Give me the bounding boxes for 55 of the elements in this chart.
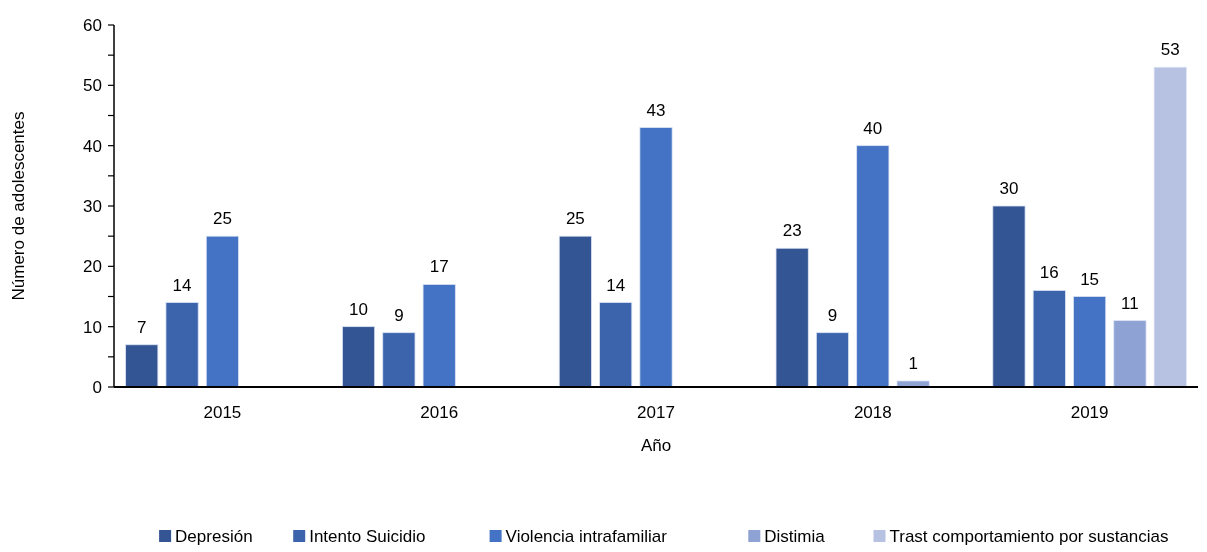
data-label: 9 [827,305,838,325]
data-label: 9 [394,305,404,325]
y-tick-label: 30 [83,196,102,216]
legend-label: Distimia [764,527,826,546]
bar [599,302,633,388]
data-label: 25 [565,209,585,229]
y-tick-label: 40 [83,136,102,156]
bar [1153,66,1187,388]
y-tick-label: 50 [83,76,102,96]
bar [896,380,930,388]
bar [775,247,809,388]
legend-label: Violencia intrafamiliar [505,527,668,546]
bar [382,332,416,388]
data-label: 30 [999,179,1019,198]
bar [165,302,199,388]
data-label: 17 [429,257,449,277]
data-label: 53 [1160,40,1180,60]
bar [125,344,159,388]
x-tick-label: 2019 [1070,403,1109,422]
data-label: 23 [782,221,802,241]
bar [558,235,592,388]
bar [1073,296,1107,388]
data-label: 43 [646,100,666,120]
x-tick-label: 2015 [203,403,242,422]
x-tick-label: 2016 [420,403,459,422]
bar [856,145,890,388]
bar [1113,320,1147,388]
x-axis-title: Año [640,436,672,455]
bar [992,205,1026,388]
bar [639,127,673,388]
x-tick-label: 2017 [637,403,675,422]
y-tick-label: 20 [83,257,102,277]
data-label: 40 [863,118,883,138]
data-label: 25 [212,209,232,229]
bar [815,332,849,388]
data-label: 15 [1080,269,1100,289]
y-axis-title: Número de adolescentes [9,111,28,301]
data-label: 10 [349,299,369,319]
y-tick-label: 60 [83,15,102,35]
data-label: 11 [1121,293,1139,313]
legend-label: Depresión [175,527,253,546]
data-label: 1 [908,353,918,373]
bar [1032,290,1066,388]
data-label: 7 [137,317,147,337]
data-label: 16 [1039,263,1059,283]
bar [422,284,456,388]
y-tick-label: 10 [83,317,102,337]
legend-label: Intento Suicidio [309,527,426,546]
bar [342,326,376,388]
data-label: 14 [606,275,626,295]
data-label: 14 [172,275,192,295]
x-tick-label: 2018 [853,403,892,422]
bar [205,235,239,388]
legend-label: Trast comportamiento por sustancias [889,527,1169,546]
y-tick-label: 0 [92,377,102,397]
